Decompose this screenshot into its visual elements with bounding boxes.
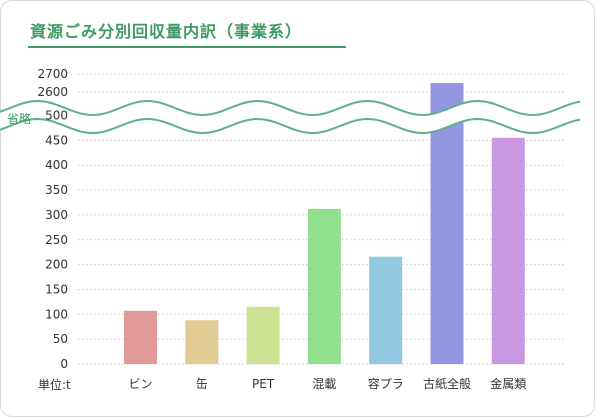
x-tick-label: 混載 <box>312 377 336 391</box>
title-underline <box>28 46 346 48</box>
x-tick-label: 容プラ <box>368 376 404 391</box>
x-tick-label: 缶 <box>196 377 208 391</box>
x-tick-label: PET <box>252 377 275 391</box>
y-tick-label: 100 <box>45 307 68 321</box>
x-tick-label: 金属類 <box>490 376 526 391</box>
unit-label: 単位:t <box>38 377 71 392</box>
y-tick-label: 2600 <box>37 85 68 99</box>
y-tick-label: 0 <box>60 357 68 371</box>
bar <box>246 306 280 364</box>
break-wave-upper <box>0 100 581 116</box>
axis-break <box>0 100 581 134</box>
bar <box>185 320 219 364</box>
y-tick-label: 500 <box>45 109 68 123</box>
break-label: 省略 <box>7 111 31 126</box>
bar <box>307 208 341 364</box>
x-tick-labels: ビン 缶 PET 混載 容プラ 古紙全般 金属類 <box>128 376 526 391</box>
y-tick-label: 300 <box>45 208 68 222</box>
y-tick-label: 150 <box>45 282 68 296</box>
x-tick-label: 古紙全般 <box>423 376 471 391</box>
bar <box>124 310 157 364</box>
bar <box>369 256 403 364</box>
y-tick-label: 350 <box>45 183 68 197</box>
y-tick-labels: 0 50 100 150 200 250 300 350 400 450 500 2600 2700 <box>37 67 68 371</box>
bar <box>491 137 525 364</box>
y-tick-label: 400 <box>45 158 68 172</box>
y-tick-label: 200 <box>45 258 68 272</box>
break-band <box>0 101 580 133</box>
chart-title: 資源ごみ分別回収量内訳（事業系） <box>30 22 303 41</box>
y-tick-label: 50 <box>53 332 68 346</box>
y-tick-label: 450 <box>45 133 68 147</box>
x-tick-label: ビン <box>128 377 152 391</box>
break-wave-lower <box>0 118 581 134</box>
y-tick-label: 250 <box>45 233 68 247</box>
y-tick-label: 2700 <box>37 67 68 81</box>
